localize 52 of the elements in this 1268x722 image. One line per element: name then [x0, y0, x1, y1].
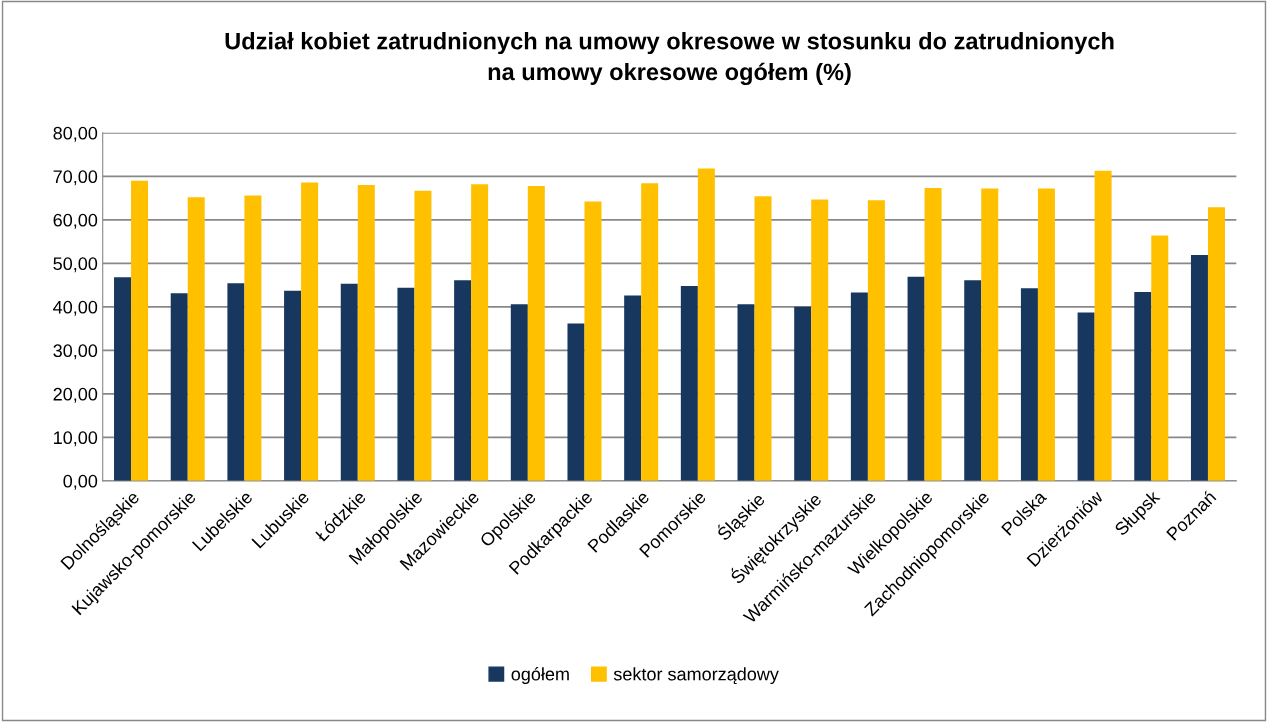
bar: [471, 184, 489, 481]
legend-label: ogółem: [511, 667, 569, 685]
bar: [924, 188, 942, 481]
bar: [641, 183, 659, 481]
bar: [697, 168, 715, 481]
bar: [131, 180, 149, 481]
bar: [1037, 188, 1055, 481]
bar: [414, 190, 432, 481]
bar: [754, 196, 772, 481]
bar: [964, 280, 982, 481]
y-tick-label: 30,00: [53, 344, 98, 360]
bar: [794, 306, 812, 481]
bar: [584, 201, 602, 481]
y-tick-label: 40,00: [53, 300, 98, 316]
bar: [301, 182, 319, 481]
bar: [907, 276, 925, 481]
legend-label: sektor samorządowy: [613, 667, 779, 685]
y-tick-label: 80,00: [53, 126, 98, 142]
y-tick-label: 0,00: [63, 474, 98, 490]
y-tick-label: 20,00: [53, 387, 98, 403]
bar: [850, 292, 868, 481]
bar: [510, 304, 528, 481]
y-tick-label: 50,00: [53, 257, 98, 273]
bar: [227, 283, 245, 481]
bar: [1134, 292, 1152, 481]
bar: [1077, 312, 1095, 481]
bar: [114, 277, 132, 481]
bar: [1151, 235, 1169, 481]
chart-title: Udział kobiet zatrudnionych na umowy okresowe w stosunku do zatrudnionych na umowy okresowe ogółem (%): [225, 32, 1114, 86]
bar: [397, 287, 415, 481]
bar: [1190, 255, 1208, 481]
bar: [1094, 170, 1112, 481]
bar: [357, 185, 375, 481]
bar: [454, 280, 472, 481]
bar: [187, 197, 205, 481]
bar: [284, 290, 302, 481]
bar: [527, 185, 545, 481]
bar: [1020, 288, 1038, 481]
bar: [244, 195, 262, 481]
bar: [680, 285, 698, 481]
bar: [340, 283, 358, 481]
bar: [737, 304, 755, 481]
y-tick-label: 60,00: [53, 213, 98, 229]
bar: [811, 199, 829, 481]
y-tick-label: 70,00: [53, 170, 98, 186]
y-tick-label: 10,00: [54, 431, 98, 447]
bar: [170, 293, 188, 481]
bar: [624, 295, 642, 481]
bar: [567, 323, 585, 481]
bar: [1207, 207, 1225, 481]
bar: [981, 188, 999, 481]
bar: [867, 200, 885, 481]
